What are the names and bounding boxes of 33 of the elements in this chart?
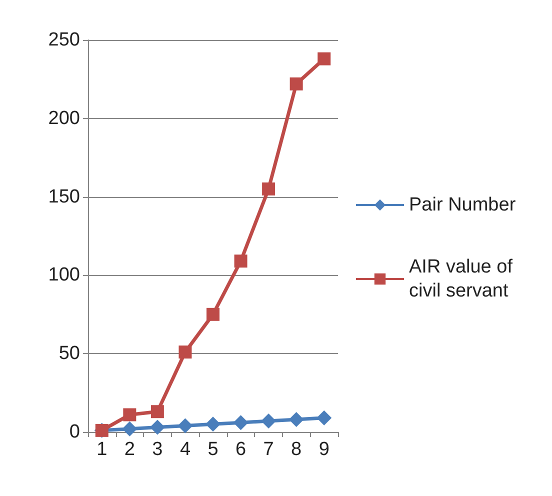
- x-tick-label: 4: [180, 439, 191, 460]
- point: [316, 410, 332, 426]
- point: [233, 415, 248, 430]
- legend-label: Pair Number: [409, 194, 516, 216]
- point: [261, 414, 276, 429]
- point: [150, 405, 164, 418]
- x-tick-label: 6: [235, 439, 246, 460]
- point: [123, 408, 136, 422]
- point: [262, 182, 276, 196]
- y-tick-label: 50: [58, 343, 80, 364]
- x-tick-label: 9: [318, 439, 330, 460]
- x-tick-label: 1: [96, 439, 108, 460]
- x-tick-label: 3: [152, 439, 163, 460]
- x-tick-label: 2: [124, 439, 135, 460]
- point: [290, 77, 303, 90]
- point: [122, 421, 138, 436]
- y-tick-label: 200: [48, 108, 80, 129]
- x-tick-label: 7: [263, 439, 274, 460]
- point: [206, 308, 220, 321]
- point: [178, 346, 192, 359]
- point: [150, 420, 165, 435]
- y-tick-label: 150: [48, 186, 80, 208]
- y-tick-label: 250: [48, 30, 80, 50]
- point: [288, 412, 304, 427]
- point: [178, 418, 193, 434]
- y-tick-label: 0: [69, 422, 80, 442]
- point: [206, 416, 220, 432]
- point: [318, 52, 331, 66]
- legend-label: AIR value of civil servant: [409, 256, 518, 302]
- y-tick-label: 100: [48, 264, 80, 286]
- x-tick-label: 5: [208, 439, 218, 460]
- point: [234, 254, 248, 268]
- x-tick-label: 8: [291, 439, 302, 460]
